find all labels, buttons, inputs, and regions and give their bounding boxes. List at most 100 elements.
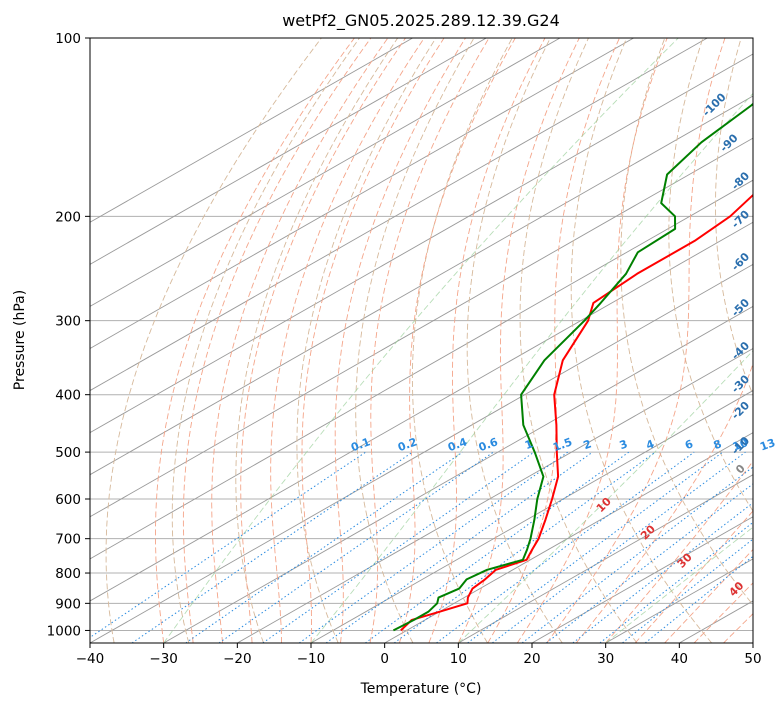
mixing-ratio-label: 10 [731, 436, 750, 454]
mixing-ratio-line [521, 466, 753, 643]
moist-adiabat-line [211, 38, 389, 643]
x-tick-label: 40 [671, 651, 688, 667]
x-tick-label: 30 [597, 651, 614, 667]
mixing-ratio-label: 3 [618, 437, 630, 452]
x-tick-label: 10 [450, 651, 467, 667]
dewpoint-profile-line [392, 102, 753, 632]
moist-adiabat-line [634, 510, 753, 643]
mixing-ratio-label: 0.6 [477, 435, 500, 454]
temperature-profile-line [400, 193, 753, 632]
isotherm-line [90, 53, 753, 434]
mixing-ratio-line [218, 451, 494, 643]
isotherm-line [90, 95, 753, 476]
isotherm-line [163, 305, 753, 643]
isotherm-line [458, 474, 753, 643]
mixing-ratio-line [90, 451, 367, 639]
isotherm-line [90, 38, 634, 350]
moist-adiabat-line [270, 38, 425, 643]
mixing-ratio-line [365, 451, 630, 643]
moist-adiabat-line [664, 548, 753, 643]
moist-adiabat-line [457, 38, 580, 643]
dry-adiabat-line [715, 38, 753, 397]
isotherm-line [90, 179, 753, 560]
x-axis: −40 −30 −20 −10 0 10 20 30 40 50 [76, 643, 762, 667]
dry-adiabat-line [620, 38, 753, 606]
y-axis-label: Pressure (hPa) [12, 290, 28, 390]
plot-frame [89, 37, 754, 644]
dry-adiabat-line [668, 38, 753, 512]
mixing-ratio-line [185, 451, 463, 643]
moist-adiabat-line [605, 460, 753, 643]
y-tick-label: 300 [55, 314, 81, 330]
y-axis: 1000 900 800 700 600 500 400 300 200 100 [47, 31, 90, 639]
isotherm-line [384, 432, 753, 643]
moist-adiabat-line [240, 38, 406, 643]
x-tick-label: −30 [149, 651, 178, 667]
dry-adiabat-line [411, 38, 513, 643]
mixing-ratio-label: 6 [683, 437, 695, 452]
y-tick-label: 100 [55, 31, 81, 47]
moist-adiabat-line [575, 362, 753, 643]
dry-adiabat-line [570, 38, 713, 643]
plot-area [90, 38, 753, 643]
mixing-ratio-line [622, 538, 753, 643]
x-axis-label: Temperature (°C) [360, 681, 482, 697]
x-tick-label: 50 [744, 651, 761, 667]
moist-adiabat-line [693, 582, 753, 643]
dry-adiabat-line [466, 38, 563, 643]
equivalent-adiabat-line [310, 92, 753, 643]
y-tick-label: 800 [55, 566, 81, 582]
moist-adiabat-line [516, 38, 668, 643]
mixing-ratio-line [644, 555, 753, 643]
isotherm-line [531, 516, 753, 643]
moist-adiabat-line [428, 38, 546, 643]
isotherm-line [90, 38, 561, 307]
y-tick-label: 400 [55, 388, 81, 404]
mixing-ratio-label: 0.2 [396, 435, 419, 454]
y-tick-label: 900 [55, 596, 81, 612]
dry-adiabat-line [105, 38, 322, 643]
x-tick-label: −40 [76, 651, 105, 667]
equivalent-adiabat-line [163, 38, 679, 643]
mixing-ratio-line [262, 451, 535, 643]
chart-title: wetPf2_GN05.2025.289.12.39.G24 [282, 11, 560, 31]
isotherm-line [237, 347, 753, 643]
moist-adiabat-line [369, 38, 490, 643]
isotherm-line [90, 38, 413, 223]
mixing-ratio-line [298, 451, 569, 643]
moist-adiabat-line [155, 38, 355, 643]
isotherm-line [90, 38, 487, 265]
moist-adiabat-line [398, 38, 516, 643]
y-tick-label: 200 [55, 209, 81, 225]
isotherm-line [310, 390, 753, 643]
moist-adiabat-line [334, 38, 466, 643]
x-tick-label: 0 [380, 651, 389, 667]
mixing-ratio-label: 13 [758, 436, 775, 453]
mixing-ratio-label: 0.1 [349, 435, 372, 454]
moist-adiabat-line [546, 38, 726, 643]
dry-adiabat-line [171, 38, 360, 643]
mixing-ratio-label: 1 [523, 437, 535, 452]
moist-adiabat-line [301, 38, 445, 643]
mixing-ratio-label: 4 [644, 437, 656, 452]
y-tick-label: 700 [55, 532, 81, 548]
mixing-ratio-label: 8 [712, 437, 724, 452]
y-tick-label: 600 [55, 492, 81, 508]
moist-adiabat-line [182, 38, 372, 643]
mixing-ratio-label: 1.5 [551, 435, 574, 454]
x-tick-label: −10 [297, 651, 326, 667]
mixing-ratio-line [491, 451, 746, 643]
isotherm-line [90, 263, 753, 643]
x-tick-label: 20 [523, 651, 540, 667]
isotherm-line [90, 38, 708, 392]
x-tick-label: −20 [223, 651, 252, 667]
equivalent-adiabat-line [605, 526, 753, 643]
y-tick-label: 1000 [47, 623, 81, 639]
mixing-ratio-line [325, 451, 593, 643]
isotherm-line [90, 137, 753, 518]
mixing-ratio-label: 2 [582, 437, 594, 452]
moist-adiabat-line [487, 38, 620, 643]
dry-adiabat-line [519, 38, 638, 643]
